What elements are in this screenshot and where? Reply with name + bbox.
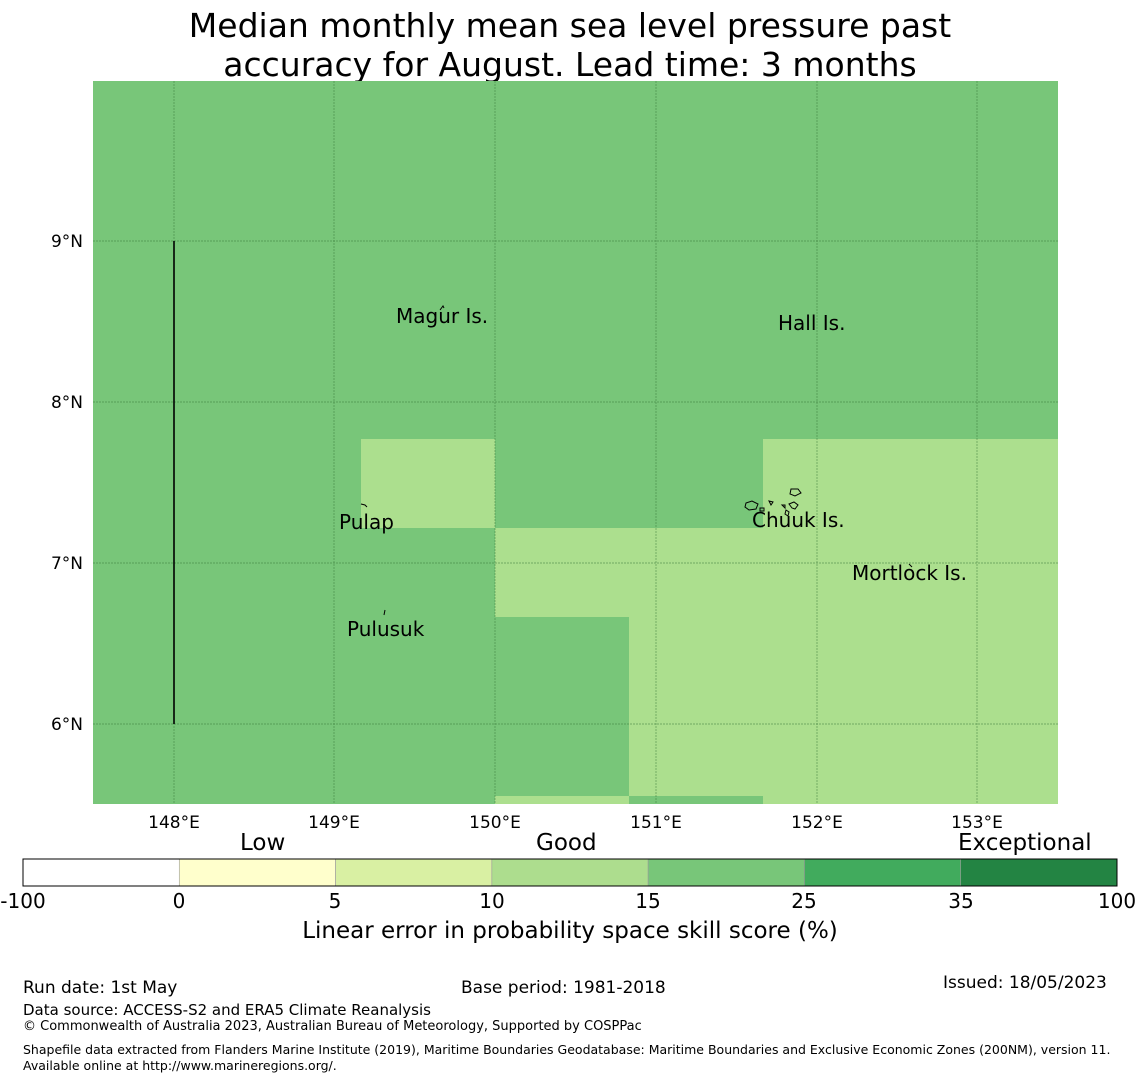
- colorbar-segment: [647, 858, 805, 887]
- colorbar-category-low: Low: [240, 830, 286, 856]
- place-labels: Magur Is. Hall Is. Pulap Chuuk Is. Mortl…: [339, 304, 967, 641]
- colorbar-tick-label: 10: [479, 889, 504, 913]
- colorbar-tick-label: 15: [635, 889, 660, 913]
- lon-tick-label: 152°E: [791, 813, 843, 833]
- lat-tick-label: 7°N: [51, 554, 83, 574]
- run-date: Run date: 1st May: [23, 978, 178, 998]
- colorbar-segment: [178, 858, 336, 887]
- shapefile-credit: Shapefile data extracted from Flanders M…: [23, 1042, 1111, 1073]
- colorbar-segment: [960, 858, 1118, 887]
- place-label-pulusuk: Pulusuk: [347, 617, 425, 641]
- colorbar-category-good: Good: [536, 830, 597, 856]
- mortlock-island-shape: [908, 563, 913, 568]
- colorbar-axis-label: Linear error in probability space skill …: [302, 918, 838, 944]
- lon-tick-label: 153°E: [951, 813, 1003, 833]
- colorbar-tick-label: 25: [791, 889, 816, 913]
- colorbar-segment: [804, 858, 962, 887]
- lon-tick-labels: 148°E 149°E 150°E 151°E 152°E 153°E: [148, 813, 1003, 833]
- place-label-mortlock: Mortlock Is.: [852, 561, 967, 585]
- place-label-chuuk: Chuuk Is.: [752, 508, 845, 532]
- colorbar-segment: [491, 858, 649, 887]
- colorbar-tick-label: -100: [0, 889, 45, 913]
- chuuk-lagoon-shape: [744, 488, 802, 517]
- lon-tick-label: 150°E: [469, 813, 521, 833]
- issued-date: Issued: 18/05/2023: [943, 973, 1107, 993]
- skill-region-south-strip-2: [629, 796, 763, 804]
- chart-title: Median monthly mean sea level pressure p…: [0, 6, 1140, 84]
- lon-tick-label: 148°E: [148, 813, 200, 833]
- pulusuk-island-shape: [383, 609, 386, 616]
- lat-tick-labels: 9°N 8°N 7°N 6°N: [51, 232, 83, 735]
- colorbar-tick-label: 5: [329, 889, 342, 913]
- pulap-island-shape: [360, 503, 368, 508]
- place-label-hall: Hall Is.: [778, 311, 845, 335]
- title-line-2: accuracy for August. Lead time: 3 months: [223, 45, 917, 84]
- place-label-magur: Magur Is.: [396, 304, 488, 328]
- colorbar-tick-label: 35: [948, 889, 973, 913]
- lat-tick-label: 8°N: [51, 393, 83, 413]
- data-source: Data source: ACCESS-S2 and ERA5 Climate …: [23, 1001, 431, 1019]
- colorbar-segments: [22, 858, 1118, 887]
- map-panel: Magur Is. Hall Is. Pulap Chuuk Is. Mortl…: [93, 81, 1058, 804]
- copyright: © Commonwealth of Australia 2023, Austra…: [23, 1019, 642, 1034]
- magur-island-shape: [439, 305, 445, 311]
- graticule: [93, 81, 1058, 804]
- colorbar: -100 0 5 10 15 25 35 100: [0, 858, 1136, 913]
- base-period: Base period: 1981-2018: [461, 978, 666, 998]
- skill-region-southeast: [495, 439, 1058, 804]
- skill-region-south-strip: [495, 796, 629, 804]
- lat-tick-label: 6°N: [51, 715, 83, 735]
- title-line-1: Median monthly mean sea level pressure p…: [188, 6, 952, 45]
- colorbar-tick-labels: -100 0 5 10 15 25 35 100: [0, 889, 1136, 913]
- lon-tick-label: 149°E: [308, 813, 360, 833]
- colorbar-category-exceptional: Exceptional: [958, 830, 1092, 856]
- lat-tick-label: 9°N: [51, 232, 83, 252]
- island-outlines: [360, 305, 913, 616]
- colorbar-segment: [22, 858, 180, 887]
- skill-region-pulap: [361, 439, 495, 528]
- colorbar-frame: [22, 858, 1118, 887]
- colorbar-segment: [335, 858, 493, 887]
- lon-tick-label: 151°E: [630, 813, 682, 833]
- place-label-pulap: Pulap: [339, 510, 394, 534]
- colorbar-tick-label: 100: [1098, 889, 1136, 913]
- colorbar-tick-label: 0: [173, 889, 186, 913]
- map-figure: Magur Is. Hall Is. Pulap Chuuk Is. Mortl…: [0, 81, 1136, 913]
